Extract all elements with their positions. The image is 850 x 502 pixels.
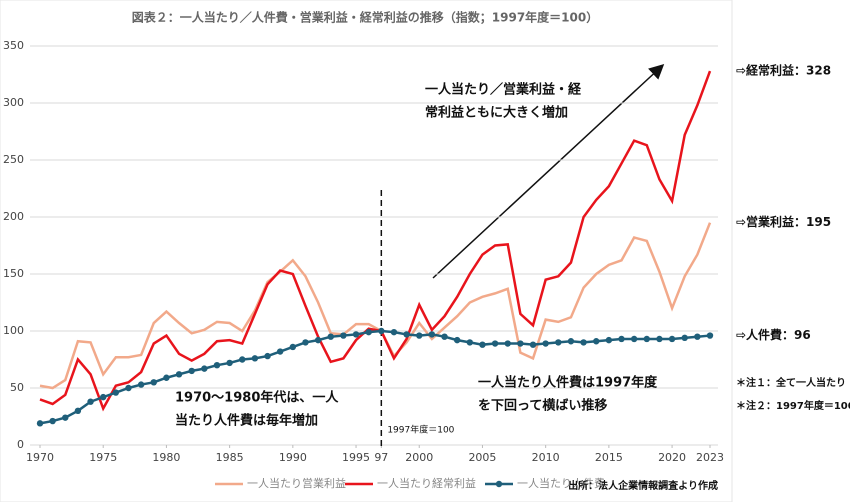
series-marker (504, 340, 511, 347)
series-marker (656, 335, 663, 343)
x-tick-label: 1995 (342, 451, 370, 464)
end-label: ⇨営業利益：195 (736, 214, 831, 229)
x-tick-label: 2023 (696, 451, 724, 464)
series-marker (706, 332, 714, 339)
series-marker (327, 333, 334, 340)
x-tick-label: 2010 (532, 451, 560, 464)
series-marker (314, 336, 322, 344)
series-marker (491, 340, 499, 347)
x-tick-label: 2015 (595, 451, 623, 464)
chart-title: 図表２：一人当たり／人件費・営業利益・経常利益の推移（指数；1997年度＝100… (132, 10, 598, 25)
series-marker (466, 339, 474, 346)
x-tick-label: 1980 (152, 451, 180, 464)
y-tick-label: 50 (10, 381, 24, 394)
series-marker (416, 332, 423, 339)
x-tick-label: 2000 (405, 451, 433, 464)
note: ＊注２：1997年度＝100 (736, 399, 850, 412)
y-tick-label: 150 (3, 267, 24, 280)
series-marker (226, 359, 233, 367)
series-marker (150, 379, 157, 386)
x-tick-label: 1990 (279, 451, 307, 464)
series-marker (681, 334, 688, 342)
series-marker (112, 389, 120, 396)
series-marker (390, 328, 398, 336)
series-marker (694, 333, 701, 340)
y-tick-label: 300 (3, 96, 24, 109)
series-marker (365, 328, 372, 336)
series-marker (555, 339, 562, 346)
series-marker (125, 384, 132, 392)
series-marker (668, 335, 676, 343)
x-tick-label: 2020 (658, 451, 686, 464)
series-marker (251, 355, 259, 362)
annotation: 1970～1980年代は、一人 (175, 390, 339, 406)
source: 出所：法人企業情報調査より作成 (568, 479, 718, 492)
reference-label: 1997年度＝100 (387, 424, 454, 436)
series-marker (643, 335, 650, 343)
x-tick-label: 1970 (26, 451, 54, 464)
legend-marker (495, 480, 503, 488)
annotation: 当たり人件費は毎年増加 (175, 413, 318, 429)
series-line (39, 222, 712, 390)
series-marker (428, 331, 436, 338)
series-marker (62, 414, 69, 421)
series-marker (175, 371, 183, 378)
annotation: 一人当たり／営業利益・経 (425, 82, 582, 98)
y-tick-label: 100 (3, 324, 24, 337)
series-marker (74, 407, 82, 414)
series-marker (87, 398, 94, 405)
annotation: を下回って横ばい推移 (478, 398, 607, 414)
trend-arrow (432, 63, 665, 279)
series-marker (276, 348, 284, 355)
y-tick-label: 250 (3, 153, 24, 166)
series-marker (630, 335, 638, 343)
end-label: ⇨経常利益：328 (736, 63, 831, 78)
series-marker (213, 362, 221, 369)
chart-frame (0, 0, 733, 502)
series-marker (264, 352, 271, 360)
series-marker (453, 336, 461, 344)
series-marker (239, 356, 246, 363)
y-tick-label: 0 (17, 438, 24, 451)
series-marker (542, 340, 549, 347)
series-marker (479, 341, 486, 348)
series-marker (100, 393, 107, 401)
series-marker (137, 381, 145, 388)
series-marker (302, 339, 309, 346)
legend-label: 一人当たり人件費 (517, 476, 605, 490)
series-marker (567, 338, 575, 345)
series-marker (188, 367, 195, 375)
series-marker (403, 331, 410, 338)
legend-label: 一人当たり営業利益 (247, 476, 346, 490)
series-line (39, 70, 712, 412)
series-marker (618, 335, 625, 343)
annotation: 一人当たり人件費は1997年度 (478, 375, 658, 391)
series-marker (36, 420, 44, 427)
x-tick-label: 1985 (216, 451, 244, 464)
series-marker (352, 331, 360, 338)
series-marker (529, 341, 537, 348)
series-marker (605, 336, 613, 344)
end-label: ⇨人件費：96 (736, 327, 811, 342)
series-marker (517, 340, 524, 347)
series-marker (593, 338, 600, 345)
note: ＊注１：全て一人当たり (736, 376, 846, 389)
series-marker (378, 327, 385, 335)
x-tick-label: 2005 (468, 451, 496, 464)
series-marker (580, 339, 587, 346)
series-marker (163, 374, 170, 381)
x-tick-label: 97 (374, 451, 388, 464)
y-tick-label: 350 (3, 39, 24, 52)
series-marker (289, 343, 297, 351)
legend-label: 一人当たり経常利益 (377, 476, 476, 490)
y-tick-label: 200 (3, 210, 24, 223)
series-marker (49, 417, 56, 425)
annotation: 常利益ともに大きく増加 (425, 105, 568, 121)
series-marker (201, 365, 208, 372)
series-marker (340, 332, 347, 339)
series-marker (441, 333, 448, 340)
x-tick-label: 1975 (89, 451, 117, 464)
